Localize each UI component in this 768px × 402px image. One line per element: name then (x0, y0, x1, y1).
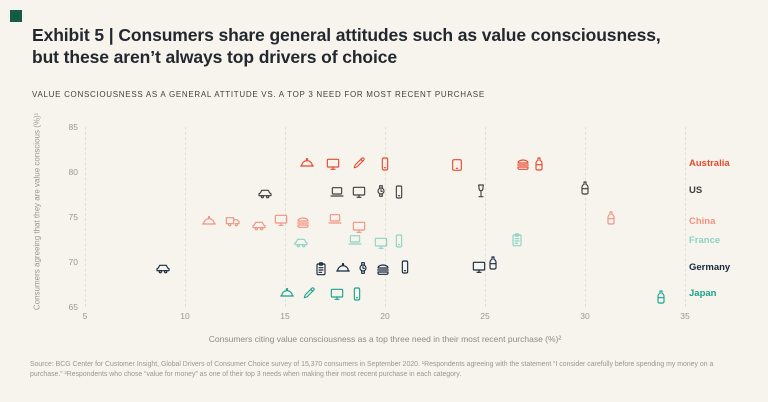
phone-icon (377, 156, 393, 172)
chart-subtitle: VALUE CONSCIOUSNESS AS A GENERAL ATTITUD… (32, 90, 485, 99)
cloche-icon (335, 261, 351, 277)
y-tick-label: 65 (68, 302, 78, 312)
cloche-icon (299, 156, 315, 172)
x-tick-label: 10 (180, 311, 190, 321)
legend-label-china: China (689, 215, 716, 227)
tv-icon (471, 259, 487, 275)
x-tick-label: 5 (82, 311, 88, 321)
laptop-icon (327, 211, 343, 227)
x-axis-ticks: 5 10 15 20 25 30 35 (82, 311, 690, 323)
laptop-icon (347, 232, 363, 248)
bottle-icon (485, 255, 501, 271)
x-tick-label: 15 (280, 311, 290, 321)
bottle-icon (653, 289, 669, 305)
burger-icon (515, 156, 531, 172)
tv-icon (351, 184, 367, 200)
y-tick-label: 70 (68, 257, 78, 267)
phone-icon (391, 184, 407, 200)
car-icon (257, 185, 273, 201)
page-title: Exhibit 5 | Consumers share general atti… (32, 25, 661, 68)
legend-label-australia: Australia (689, 157, 730, 169)
burger-icon (295, 214, 311, 230)
y-tick-label: 85 (68, 122, 78, 132)
wine-icon (473, 183, 489, 199)
tv-icon (325, 156, 341, 172)
burger-icon (375, 261, 391, 277)
clipboard-icon (509, 232, 525, 248)
phone-icon (349, 286, 365, 302)
clipboard-icon (313, 261, 329, 277)
legend-label-us: US (689, 185, 703, 197)
gridline-vertical (185, 127, 186, 307)
cloche-icon (279, 286, 295, 302)
x-axis-label: Consumers citing value consciousness as … (208, 334, 562, 344)
tv-icon (351, 219, 367, 235)
cloche-icon (201, 214, 217, 230)
y-axis-label: Consumers agreeing that they are value c… (32, 112, 42, 311)
gridline-vertical (285, 127, 286, 307)
pencil-icon (301, 285, 317, 301)
watch-icon (373, 183, 389, 199)
watch-icon (355, 260, 371, 276)
bottle-icon (603, 210, 619, 226)
car-icon (251, 217, 267, 233)
gridline-vertical (85, 127, 86, 307)
tablet-icon (449, 157, 465, 173)
bottle-icon (577, 180, 593, 196)
x-tick-label: 25 (480, 311, 490, 321)
brand-logo-square (10, 10, 22, 22)
gridline-vertical (485, 127, 486, 307)
y-axis-ticks: 65 70 75 80 85 (50, 122, 78, 312)
gridline-vertical (585, 127, 586, 307)
x-tick-label: 20 (380, 311, 390, 321)
laptop-icon (329, 184, 345, 200)
legend-label-japan: Japan (689, 288, 717, 300)
tv-icon (329, 286, 345, 302)
phone-icon (391, 233, 407, 249)
legend: Australia US China France Germany Japan (689, 127, 767, 307)
legend-label-france: France (689, 235, 721, 247)
bottle-icon (531, 156, 547, 172)
legend-label-germany: Germany (689, 261, 731, 273)
gridline-vertical (385, 127, 386, 307)
tv-icon (373, 235, 389, 251)
plot-area (85, 127, 686, 307)
y-tick-label: 80 (68, 167, 78, 177)
x-tick-label: 30 (580, 311, 590, 321)
car-icon (155, 260, 171, 276)
car-icon (293, 234, 309, 250)
pencil-icon (351, 155, 367, 171)
truck-icon (225, 213, 241, 229)
source-note: Source: BCG Center for Customer Insight,… (30, 361, 714, 379)
phone-icon (397, 259, 413, 275)
tv-icon (273, 212, 289, 228)
y-tick-label: 75 (68, 212, 78, 222)
gridline-vertical (685, 127, 686, 307)
x-tick-label: 35 (680, 311, 690, 321)
